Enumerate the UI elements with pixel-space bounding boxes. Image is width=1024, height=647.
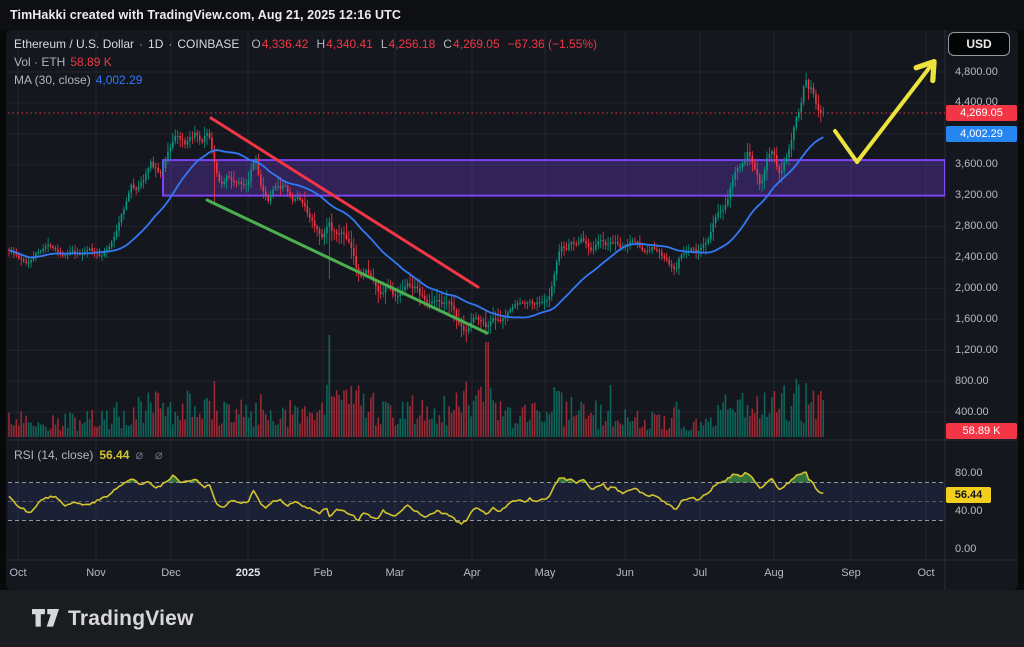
trend-drawings[interactable]	[8, 58, 945, 335]
month-label: Sep	[841, 567, 861, 579]
ma-study-label: MA (30, close)	[14, 73, 91, 87]
month-label: Nov	[86, 567, 106, 579]
separator-dot: ·	[168, 37, 173, 51]
grid-lines	[8, 31, 945, 560]
rsi-study-value: 56.44	[99, 448, 130, 462]
close-value: 4,269.05	[452, 37, 500, 51]
volume-legend-row[interactable]: Vol · ETH 58.89 K	[14, 53, 597, 71]
month-label: Oct	[9, 567, 27, 579]
symbol-legend-row[interactable]: Ethereum / U.S. Dollar · 1D · COINBASE O…	[14, 35, 597, 53]
tradingview-logo-icon	[32, 608, 59, 627]
ma-value-badge: 4,002.29	[946, 126, 1017, 142]
month-label: Jul	[692, 567, 708, 579]
price-tick-label: 4,800.00	[955, 66, 998, 78]
price-tick-label: 2,000.00	[955, 282, 998, 294]
symbol-title: Ethereum / U.S. Dollar	[14, 37, 135, 51]
month-label: Jun	[616, 567, 634, 579]
rsi-value-badge: 56.44	[946, 487, 991, 503]
interval-label: 1D	[148, 37, 164, 51]
price-tick-label: 3,200.00	[955, 189, 998, 201]
last-price-badge: 4,269.05	[946, 105, 1017, 121]
rsi-study-label: RSI (14, close)	[14, 448, 94, 462]
chart-panel	[6, 30, 1018, 590]
rsi-source-icons: ⌀ ⌀	[135, 447, 167, 462]
ma-study-value: 4,002.29	[95, 73, 143, 87]
price-tick-label: 400.00	[955, 406, 989, 418]
ma-line	[8, 136, 824, 319]
high-label: H	[316, 37, 326, 51]
price-tick-label: 1,200.00	[955, 344, 998, 356]
month-label: 2025	[235, 567, 261, 579]
price-tick-label: 1,600.00	[955, 313, 998, 325]
close-label: C	[443, 37, 452, 51]
chart-legend: Ethereum / U.S. Dollar · 1D · COINBASE O…	[14, 35, 597, 89]
open-value: 4,336.42	[261, 37, 309, 51]
attribution-text: TimHakki created with TradingView.com, A…	[10, 8, 401, 22]
rsi-tick-label: 40.00	[955, 505, 983, 517]
month-label: Feb	[313, 567, 333, 579]
tradingview-logo-text: TradingView	[68, 606, 194, 630]
rsi-tick-label: 80.00	[955, 467, 983, 479]
ma-legend-row[interactable]: MA (30, close) 4,002.29	[14, 71, 597, 89]
open-label: O	[251, 37, 261, 51]
price-tick-label: 2,800.00	[955, 220, 998, 232]
price-tick-label: 2,400.00	[955, 251, 998, 263]
rsi-legend-row[interactable]: RSI (14, close) 56.44 ⌀ ⌀	[14, 447, 167, 463]
tradingview-logo[interactable]: TradingView	[32, 607, 194, 631]
currency-toggle-button[interactable]: USD	[948, 32, 1010, 56]
month-label: Oct	[917, 567, 935, 579]
month-label: Mar	[385, 567, 405, 579]
low-label: L	[380, 37, 388, 51]
volume-study-value: 58.89 K	[70, 55, 112, 69]
month-label: Dec	[161, 567, 181, 579]
exchange-label: COINBASE	[177, 37, 240, 51]
attribution-bar: TimHakki created with TradingView.com, A…	[0, 0, 1024, 30]
month-label: Apr	[463, 567, 481, 579]
month-label: Aug	[764, 567, 784, 579]
supply-zone-rectangle[interactable]	[162, 159, 945, 197]
price-tick-label: 4,400.00	[955, 96, 998, 108]
volume-series	[8, 335, 825, 437]
month-label: May	[534, 567, 556, 579]
footer: TradingView	[0, 590, 1024, 647]
pane-dividers	[6, 30, 1018, 590]
price-tick-label: 3,600.00	[955, 158, 998, 170]
volume-badge: 58.89 K	[946, 423, 1017, 439]
rsi-series	[8, 471, 945, 525]
change-label: −67.36 (−1.55%)	[507, 37, 598, 51]
ohlc-values: O 4,336.42 H 4,340.41 L 4,256.18 C 4,269.05 …	[251, 37, 597, 51]
low-value: 4,256.18	[388, 37, 436, 51]
volume-study-label: Vol · ETH	[14, 55, 66, 69]
separator-dot: ·	[139, 37, 144, 51]
high-value: 4,340.41	[326, 37, 373, 51]
price-tick-label: 800.00	[955, 375, 989, 387]
rsi-tick-label: 0.00	[955, 543, 977, 555]
